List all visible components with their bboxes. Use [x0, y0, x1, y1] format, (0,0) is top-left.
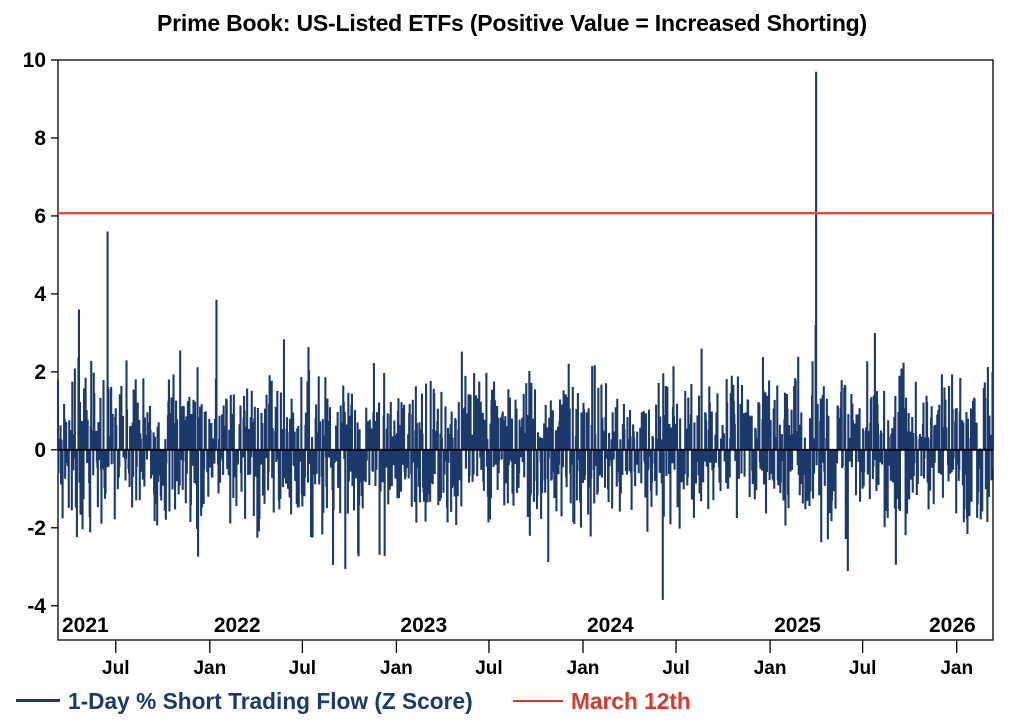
svg-text:0: 0 [34, 439, 46, 462]
svg-text:-2: -2 [27, 517, 46, 540]
svg-text:Jan: Jan [567, 658, 600, 679]
svg-text:Jul: Jul [849, 658, 876, 679]
svg-text:2022: 2022 [214, 614, 261, 637]
svg-text:Jul: Jul [475, 658, 502, 679]
svg-text:2025: 2025 [774, 614, 821, 637]
svg-text:4: 4 [34, 283, 46, 306]
svg-text:Jul: Jul [662, 658, 689, 679]
svg-text:-4: -4 [27, 595, 46, 618]
svg-text:Jan: Jan [380, 658, 413, 679]
svg-text:6: 6 [34, 205, 46, 228]
svg-text:Jul: Jul [102, 658, 129, 679]
svg-text:2023: 2023 [400, 614, 447, 637]
svg-text:2026: 2026 [929, 614, 976, 637]
svg-text:2024: 2024 [587, 614, 634, 637]
svg-text:8: 8 [34, 127, 46, 150]
svg-text:10: 10 [23, 49, 46, 72]
svg-text:Jul: Jul [289, 658, 316, 679]
svg-text:Jan: Jan [940, 658, 973, 679]
svg-text:Jan: Jan [193, 658, 226, 679]
svg-text:2: 2 [34, 361, 46, 384]
svg-text:Jan: Jan [754, 658, 787, 679]
svg-text:2021: 2021 [62, 614, 109, 637]
